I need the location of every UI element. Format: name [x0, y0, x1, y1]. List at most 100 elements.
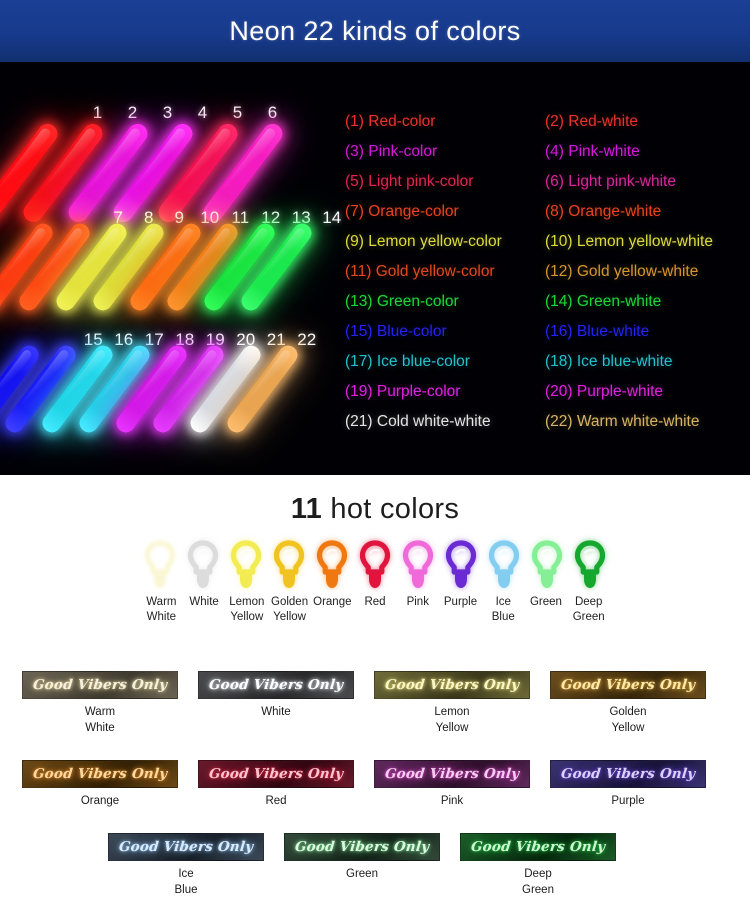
sign-text: Good Vibers Only	[208, 766, 344, 782]
sign-sample-row: Good Vibers Only Orange Good Vibers Only Re…	[0, 760, 750, 809]
stick-number-15: 15	[83, 330, 103, 349]
sign-text: Good Vibers Only	[560, 766, 696, 782]
sign-sample-deep-green[interactable]: Good Vibers Only Deep Green	[460, 833, 636, 898]
stick-number-2: 2	[127, 103, 138, 122]
stick-number-row: 1 2 3 4 5 6	[80, 103, 290, 123]
stick-number-1: 1	[92, 103, 103, 122]
lightbulb-icon	[359, 540, 391, 588]
color-legend-item: (21) Cold white-white	[345, 413, 491, 431]
lightbulb-icon	[574, 540, 606, 588]
sign-plate: Good Vibers Only	[550, 760, 706, 788]
sign-plate: Good Vibers Only	[374, 760, 530, 788]
color-legend-row: (17) Ice blue-color (18) Ice blue-white	[345, 347, 750, 377]
sign-text: Good Vibers Only	[384, 766, 520, 782]
color-legend-item: (1) Red-color	[345, 113, 436, 131]
color-legend-item: (22) Warm white-white	[545, 413, 700, 431]
sign-caption: Pink	[440, 795, 464, 807]
lightbulb-icon	[187, 540, 219, 588]
stick-number-18: 18	[175, 330, 195, 349]
sign-caption: Green	[346, 868, 378, 880]
bulb-label-lemon-yellow: Lemon Yellow	[229, 596, 265, 623]
neon-showcase: 1 2 3 4 5 6 7 8 9 10 11 12 13 14 15 16 17 18 19 20 21 22 (1) …	[0, 62, 750, 475]
color-legend-item: (5) Light pink-color	[345, 173, 474, 191]
bulb-label-purple: Purple	[443, 596, 478, 608]
sign-sample-pink[interactable]: Good Vibers Only Pink	[374, 760, 550, 809]
bulb-swatch-row	[143, 535, 607, 593]
sign-plate: Good Vibers Only	[22, 760, 178, 788]
color-legend-item: (2) Red-white	[545, 113, 639, 131]
color-legend-item: (10) Lemon yellow-white	[545, 233, 713, 251]
sign-sample-row: Good Vibers Only Warm White Good Vibers On…	[0, 671, 750, 736]
sign-caption: Deep Green	[522, 868, 554, 896]
color-legend-item: (7) Orange-color	[345, 203, 459, 221]
sign-sample-purple[interactable]: Good Vibers Only Purple	[550, 760, 726, 809]
stick-number-row: 7 8 9 10 11 12 13 14	[103, 208, 347, 228]
sign-sample-white[interactable]: Good Vibers Only White	[198, 671, 374, 736]
bulb-label-ice-blue: Ice Blue	[491, 596, 515, 623]
bulb-label-orange: Orange	[313, 596, 352, 608]
stick-number-22: 22	[297, 330, 317, 349]
bulb-icon-green	[530, 539, 564, 593]
sign-sample-green[interactable]: Good Vibers Only Green	[284, 833, 460, 898]
sign-caption: Red	[265, 795, 287, 807]
bulb-icon-orange	[315, 539, 349, 593]
stick-number-8: 8	[144, 208, 154, 227]
sign-caption: Lemon Yellow	[434, 706, 470, 734]
color-legend-item: (18) Ice blue-white	[545, 353, 673, 371]
bulb-label-golden-yellow: Golden Yellow	[271, 596, 309, 623]
stick-number-row: 15 16 17 18 19 20 21 22	[78, 330, 322, 350]
color-legend-item: (12) Gold yellow-white	[545, 263, 699, 281]
stick-number-7: 7	[113, 208, 123, 227]
bulb-icon-deep-green	[573, 539, 607, 593]
color-legend-item: (19) Purple-color	[345, 383, 461, 401]
color-legend-row: (1) Red-color (2) Red-white	[345, 107, 750, 137]
color-legend-row: (9) Lemon yellow-color (10) Lemon yellow-…	[345, 227, 750, 257]
bulb-icon-ice-blue	[487, 539, 521, 593]
page-header: Neon 22 kinds of colors	[0, 0, 750, 62]
stick-number-10: 10	[200, 208, 220, 227]
sign-sample-grid: Good Vibers Only Warm White Good Vibers On…	[0, 671, 750, 922]
color-legend-row: (7) Orange-color (8) Orange-white	[345, 197, 750, 227]
sign-sample-red[interactable]: Good Vibers Only Red	[198, 760, 374, 809]
page-root: Neon 22 kinds of colors 1 2 3 4 5 6 7 8 9 10 11 12 1…	[0, 0, 750, 896]
bulb-icon-white	[186, 539, 220, 593]
stick-number-5: 5	[232, 103, 243, 122]
sign-text: Good Vibers Only	[294, 839, 430, 855]
hot-colors-title: 11 hot colors	[0, 493, 750, 526]
color-legend-item: (20) Purple-white	[545, 383, 664, 401]
sign-text: Good Vibers Only	[470, 839, 606, 855]
stick-number-19: 19	[205, 330, 225, 349]
sign-text: Good Vibers Only	[32, 766, 168, 782]
sign-sample-orange[interactable]: Good Vibers Only Orange	[22, 760, 198, 809]
color-legend-item: (8) Orange-white	[545, 203, 662, 221]
color-legend-item: (4) Pink-white	[545, 143, 640, 161]
sign-sample-ice-blue[interactable]: Good Vibers Only Ice Blue	[108, 833, 284, 898]
bulb-icon-pink	[401, 539, 435, 593]
color-legend-item: (6) Light pink-white	[545, 173, 676, 191]
sign-text: Good Vibers Only	[384, 677, 520, 693]
color-legend-item: (9) Lemon yellow-color	[345, 233, 502, 251]
hot-colors-count: 11	[290, 493, 323, 525]
sign-plate: Good Vibers Only	[284, 833, 440, 861]
sign-plate: Good Vibers Only	[550, 671, 706, 699]
sign-text: Good Vibers Only	[32, 677, 168, 693]
lightbulb-icon	[273, 540, 305, 588]
sign-sample-golden-yellow[interactable]: Good Vibers Only Golden Yellow	[550, 671, 726, 736]
color-legend-item: (15) Blue-color	[345, 323, 447, 341]
color-legend-row: (21) Cold white-white (22) Warm white-whi…	[345, 407, 750, 437]
sign-caption: Orange	[80, 795, 120, 807]
sign-sample-lemon-yellow[interactable]: Good Vibers Only Lemon Yellow	[374, 671, 550, 736]
stick-number-14: 14	[322, 208, 342, 227]
sign-caption: Purple	[611, 795, 645, 807]
sign-sample-warm-white[interactable]: Good Vibers Only Warm White	[22, 671, 198, 736]
sign-plate: Good Vibers Only	[374, 671, 530, 699]
stick-number-16: 16	[114, 330, 134, 349]
color-legend-row: (13) Green-color (14) Green-white	[345, 287, 750, 317]
bulb-label-white: White	[189, 596, 219, 608]
color-legend-row: (11) Gold yellow-color (12) Gold yellow-w…	[345, 257, 750, 287]
lightbulb-icon	[488, 540, 520, 588]
hot-colors-title-text: hot colors	[322, 493, 460, 525]
color-legend-item: (17) Ice blue-color	[345, 353, 470, 371]
color-legend-row: (3) Pink-color (4) Pink-white	[345, 137, 750, 167]
color-legend-item: (14) Green-white	[545, 293, 662, 311]
